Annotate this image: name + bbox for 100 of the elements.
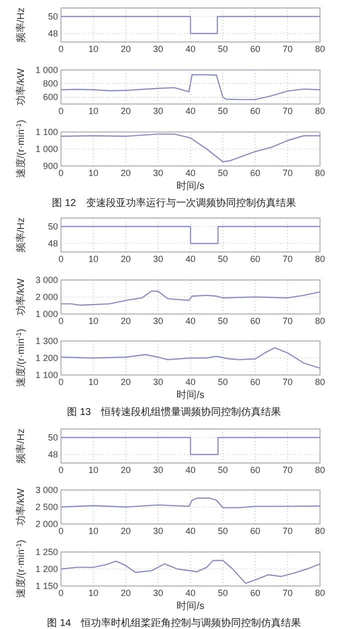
y-tick-label: 2 000 — [35, 519, 58, 529]
line-series — [60, 498, 321, 508]
x-tick-label: 50 — [218, 465, 228, 475]
y-tick-label: 2 000 — [35, 292, 58, 302]
x-tick-label: 0 — [58, 254, 64, 264]
x-tick-label: 30 — [153, 254, 164, 264]
line-series — [60, 133, 321, 162]
x-axis-title: 时间/s — [176, 600, 204, 612]
x-tick-label: 30 — [153, 316, 164, 326]
x-tick-label: 70 — [282, 254, 293, 264]
x-tick-label: 60 — [250, 44, 260, 54]
x-tick-label: 20 — [120, 465, 131, 475]
x-axis-title: 时间/s — [176, 389, 204, 401]
x-tick-label: 40 — [185, 254, 196, 264]
x-tick-label: 80 — [314, 588, 326, 598]
x-tick-label: 20 — [120, 168, 131, 178]
y-tick-label: 1 200 — [35, 564, 58, 574]
x-tick-label: 50 — [218, 377, 228, 387]
y-tick-label: 50 — [48, 12, 58, 22]
y-axis-title: 频率/Hz — [15, 8, 27, 42]
x-tick-label: 80 — [314, 316, 326, 326]
x-tick-label: 60 — [250, 526, 260, 536]
x-tick-label: 20 — [120, 254, 131, 264]
x-tick-label: 60 — [250, 377, 260, 387]
x-tick-label: 50 — [218, 316, 228, 326]
y-tick-label: 800 — [42, 78, 58, 89]
x-tick-label: 10 — [88, 465, 98, 475]
x-tick-label: 80 — [314, 526, 326, 536]
x-tick-label: 30 — [153, 377, 164, 387]
x-tick-label: 0 — [58, 465, 64, 475]
x-tick-label: 50 — [218, 168, 228, 178]
x-tick-label: 70 — [282, 106, 293, 116]
y-tick-label: 48 — [48, 238, 58, 248]
y-tick-label: 1 200 — [35, 353, 58, 363]
x-tick-label: 50 — [218, 44, 228, 54]
y-tick-label: 50 — [48, 432, 58, 442]
y-axis-title: 功率/kW — [15, 488, 27, 526]
caption: 图 14 恒功率时机组桨距角控制与调频协同控制仿真结果 — [47, 617, 301, 629]
line-series — [60, 74, 321, 100]
x-tick-label: 10 — [88, 254, 98, 264]
x-tick-label: 20 — [120, 106, 131, 116]
x-tick-label: 40 — [185, 377, 196, 387]
x-tick-label: 70 — [282, 465, 293, 475]
line-series — [60, 290, 321, 306]
y-tick-label: 50 — [48, 222, 58, 232]
x-tick-label: 60 — [250, 168, 260, 178]
x-tick-label: 80 — [314, 44, 326, 54]
y-tick-label: 600 — [42, 92, 58, 102]
x-tick-label: 40 — [185, 44, 196, 54]
y-tick-label: 1 300 — [35, 336, 58, 346]
y-tick-label: 1 250 — [35, 547, 58, 557]
x-tick-label: 20 — [120, 316, 131, 326]
x-tick-label: 80 — [314, 254, 326, 264]
x-tick-label: 0 — [58, 168, 64, 178]
caption: 图 13 恒转速段机组惯量调频协同控制仿真结果 — [67, 406, 281, 418]
x-tick-label: 20 — [120, 526, 131, 536]
x-tick-label: 30 — [153, 44, 164, 54]
x-tick-label: 0 — [58, 526, 64, 536]
x-tick-label: 60 — [250, 465, 260, 475]
x-tick-label: 70 — [282, 44, 293, 54]
x-tick-label: 30 — [153, 106, 164, 116]
y-tick-label: 48 — [48, 450, 58, 460]
x-tick-label: 10 — [88, 377, 98, 387]
x-tick-label: 0 — [58, 316, 64, 326]
x-tick-label: 80 — [314, 168, 326, 178]
caption: 图 12 变速段亚功率运行与一次调频协同控制仿真结果 — [52, 197, 296, 209]
x-tick-label: 40 — [185, 465, 196, 475]
x-tick-label: 20 — [120, 377, 131, 387]
line-series — [60, 347, 321, 369]
y-tick-label: 1 000 — [35, 309, 58, 319]
x-tick-label: 60 — [250, 106, 260, 116]
x-tick-label: 10 — [88, 526, 98, 536]
x-tick-label: 70 — [282, 316, 293, 326]
x-tick-label: 80 — [314, 377, 326, 387]
x-tick-label: 40 — [185, 316, 196, 326]
y-tick-label: 1 150 — [35, 581, 58, 591]
x-axis-title: 时间/s — [176, 180, 204, 192]
x-tick-label: 80 — [314, 106, 326, 116]
x-tick-label: 70 — [282, 377, 293, 387]
y-tick-label: 48 — [48, 28, 58, 38]
x-tick-label: 40 — [185, 526, 196, 536]
x-tick-label: 50 — [218, 106, 228, 116]
y-axis-title: 功率/kW — [15, 278, 27, 316]
line-series — [60, 560, 321, 584]
x-tick-label: 10 — [88, 316, 98, 326]
x-tick-label: 60 — [250, 316, 260, 326]
x-tick-label: 30 — [153, 526, 164, 536]
x-tick-label: 10 — [88, 44, 98, 54]
x-tick-label: 10 — [88, 168, 98, 178]
x-tick-label: 30 — [153, 588, 164, 598]
x-tick-label: 50 — [218, 526, 228, 536]
x-tick-label: 60 — [250, 254, 260, 264]
x-tick-label: 0 — [58, 377, 64, 387]
x-tick-label: 10 — [88, 106, 98, 116]
x-tick-label: 10 — [88, 588, 98, 598]
x-tick-label: 0 — [58, 588, 64, 598]
x-tick-label: 40 — [185, 168, 196, 178]
x-tick-label: 0 — [58, 106, 64, 116]
x-tick-label: 20 — [120, 44, 131, 54]
y-tick-label: 3 000 — [35, 485, 58, 495]
